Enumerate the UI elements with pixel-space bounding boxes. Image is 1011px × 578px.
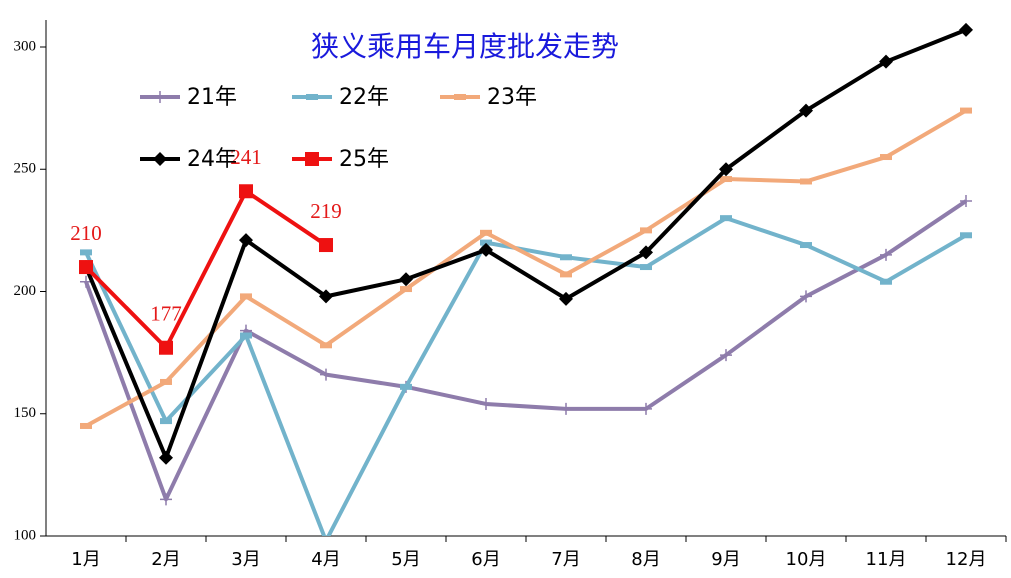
x-tick-label: 11月 (866, 549, 907, 570)
marker (960, 195, 972, 208)
marker (319, 238, 333, 253)
marker (154, 91, 166, 103)
legend-label: 24年 (187, 147, 237, 172)
y-tick-label: 100 (14, 527, 37, 543)
marker (160, 493, 172, 506)
marker (639, 245, 653, 260)
x-tick-label: 6月 (471, 549, 500, 570)
chart-title: 狭义乘用车月度批发走势 (311, 30, 619, 63)
x-tick-label: 8月 (631, 549, 660, 570)
x-tick-label: 5月 (391, 549, 420, 570)
marker (159, 340, 173, 355)
series-line (84, 216, 968, 536)
series-line (85, 108, 968, 428)
marker (159, 450, 173, 465)
legend-label: 23年 (487, 85, 537, 110)
data-label: 219 (310, 199, 342, 223)
data-label: 210 (70, 221, 102, 245)
x-tick-label: 4月 (311, 549, 340, 570)
marker (559, 291, 573, 306)
marker (320, 368, 332, 381)
marker (305, 152, 319, 166)
x-tick-label: 12月 (946, 549, 987, 570)
data-label: 177 (150, 302, 182, 326)
x-tick-label: 1月 (71, 549, 100, 570)
marker (239, 184, 253, 199)
marker (799, 103, 813, 118)
legend-label: 25年 (339, 147, 389, 172)
legend-label: 22年 (339, 85, 389, 110)
marker (560, 402, 572, 415)
marker (239, 233, 253, 248)
y-tick-label: 200 (14, 283, 37, 299)
marker (399, 272, 413, 287)
marker (640, 402, 652, 415)
x-tick-label: 9月 (711, 549, 740, 570)
series-line (84, 189, 328, 350)
y-tick-label: 300 (14, 38, 37, 54)
marker (959, 22, 973, 37)
marker (480, 397, 492, 410)
marker (880, 248, 892, 261)
series-line (84, 28, 967, 460)
data-label: 241 (230, 145, 262, 169)
marker (319, 289, 333, 304)
marker (800, 290, 812, 303)
y-tick-label: 150 (14, 405, 37, 421)
marker (879, 54, 893, 69)
y-tick-label: 250 (14, 161, 37, 177)
x-tick-label: 3月 (231, 549, 260, 570)
x-tick-label: 10月 (786, 549, 827, 570)
marker (720, 349, 732, 362)
marker (153, 152, 167, 166)
x-tick-label: 7月 (551, 549, 580, 570)
series-line (84, 199, 968, 502)
marker (79, 260, 93, 275)
legend-label: 21年 (187, 85, 237, 110)
x-tick-label: 2月 (151, 549, 180, 570)
marker (479, 242, 493, 257)
marker (719, 162, 733, 177)
